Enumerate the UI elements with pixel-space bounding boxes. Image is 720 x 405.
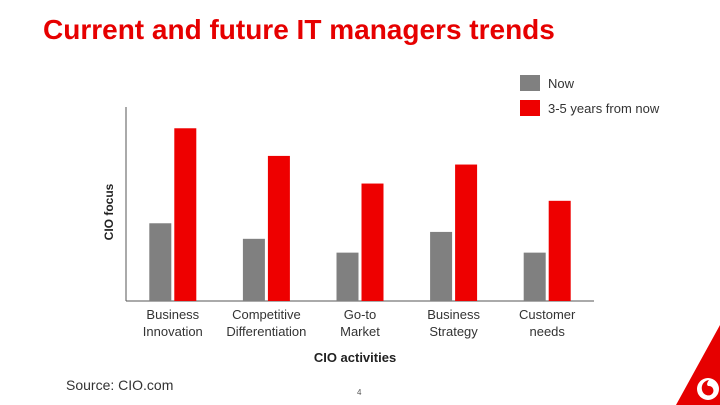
legend-swatch-future — [520, 100, 540, 116]
bar-now-1 — [242, 238, 265, 301]
chart-legend: Now 3-5 years from now — [520, 74, 659, 124]
bar-now-0 — [149, 223, 172, 301]
bar-future-4 — [548, 200, 571, 301]
x-tick-label-4: Customer needs — [519, 307, 576, 339]
page-number: 4 — [357, 388, 362, 397]
bar-now-4 — [523, 252, 546, 301]
x-tick-label-1: Competitive Differentiation — [226, 307, 306, 339]
x-axis-title: CIO activities — [314, 350, 396, 365]
page-title: Current and future IT managers trends — [43, 14, 555, 45]
legend-swatch-now — [520, 75, 540, 91]
bar-future-0 — [174, 128, 197, 301]
bar-now-3 — [430, 231, 453, 301]
bar-future-2 — [361, 183, 384, 301]
vodafone-logo-icon — [676, 325, 720, 405]
bar-future-1 — [267, 155, 290, 301]
x-tick-label-2: Go-to Market — [340, 307, 380, 339]
bar-now-2 — [336, 252, 359, 301]
x-tick-label-3: Business Strategy — [427, 307, 480, 339]
x-tick-label-0: Business Innovation — [143, 307, 203, 339]
legend-item-now: Now — [520, 74, 659, 92]
bar-future-3 — [455, 164, 478, 301]
legend-item-future: 3-5 years from now — [520, 99, 659, 117]
source-note: Source: CIO.com — [66, 377, 174, 393]
y-axis-title: CIO focus — [102, 183, 116, 240]
legend-label-now: Now — [548, 75, 575, 91]
legend-label-future: 3-5 years from now — [548, 100, 660, 116]
